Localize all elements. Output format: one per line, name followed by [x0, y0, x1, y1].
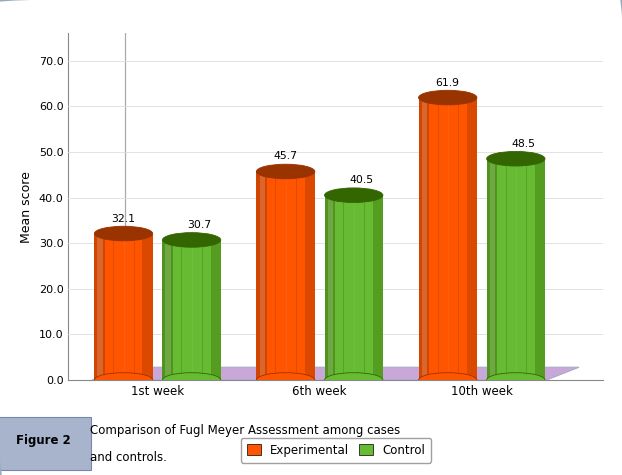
Ellipse shape: [325, 188, 383, 202]
Text: 48.5: 48.5: [512, 139, 536, 149]
Polygon shape: [93, 367, 579, 380]
Bar: [419, 97, 477, 380]
Ellipse shape: [256, 164, 315, 179]
Ellipse shape: [95, 373, 153, 387]
Text: 61.9: 61.9: [436, 77, 460, 87]
Bar: [95, 234, 104, 380]
Ellipse shape: [95, 226, 153, 241]
Bar: [256, 171, 267, 380]
Ellipse shape: [486, 373, 545, 387]
Bar: [325, 195, 335, 380]
Text: Figure 2: Figure 2: [16, 434, 71, 447]
Ellipse shape: [419, 373, 477, 387]
Bar: [305, 171, 315, 380]
Bar: [162, 240, 221, 380]
Bar: [328, 195, 333, 380]
Bar: [535, 159, 545, 380]
Bar: [98, 234, 103, 380]
Bar: [325, 195, 383, 380]
Legend: Experimental, Control: Experimental, Control: [241, 438, 431, 463]
Ellipse shape: [486, 152, 545, 166]
Bar: [211, 240, 221, 380]
Text: 45.7: 45.7: [274, 152, 298, 162]
Bar: [373, 195, 383, 380]
Bar: [490, 159, 495, 380]
Bar: [419, 97, 429, 380]
Text: 32.1: 32.1: [111, 213, 136, 224]
Bar: [486, 159, 497, 380]
Bar: [162, 240, 173, 380]
Bar: [422, 97, 427, 380]
Bar: [466, 97, 477, 380]
FancyBboxPatch shape: [0, 418, 91, 470]
Ellipse shape: [256, 373, 315, 387]
Ellipse shape: [162, 233, 221, 247]
Text: 40.5: 40.5: [350, 175, 374, 185]
Text: 30.7: 30.7: [188, 220, 211, 230]
Bar: [259, 171, 265, 380]
Ellipse shape: [419, 90, 477, 105]
Text: Comparison of Fugl Meyer Assessment among cases: Comparison of Fugl Meyer Assessment amon…: [90, 424, 401, 437]
Bar: [142, 234, 153, 380]
Bar: [256, 171, 315, 380]
Y-axis label: Mean score: Mean score: [21, 171, 33, 243]
Bar: [165, 240, 171, 380]
Bar: [95, 234, 153, 380]
Text: and controls.: and controls.: [90, 451, 167, 464]
Bar: [486, 159, 545, 380]
Ellipse shape: [325, 373, 383, 387]
Ellipse shape: [162, 373, 221, 387]
